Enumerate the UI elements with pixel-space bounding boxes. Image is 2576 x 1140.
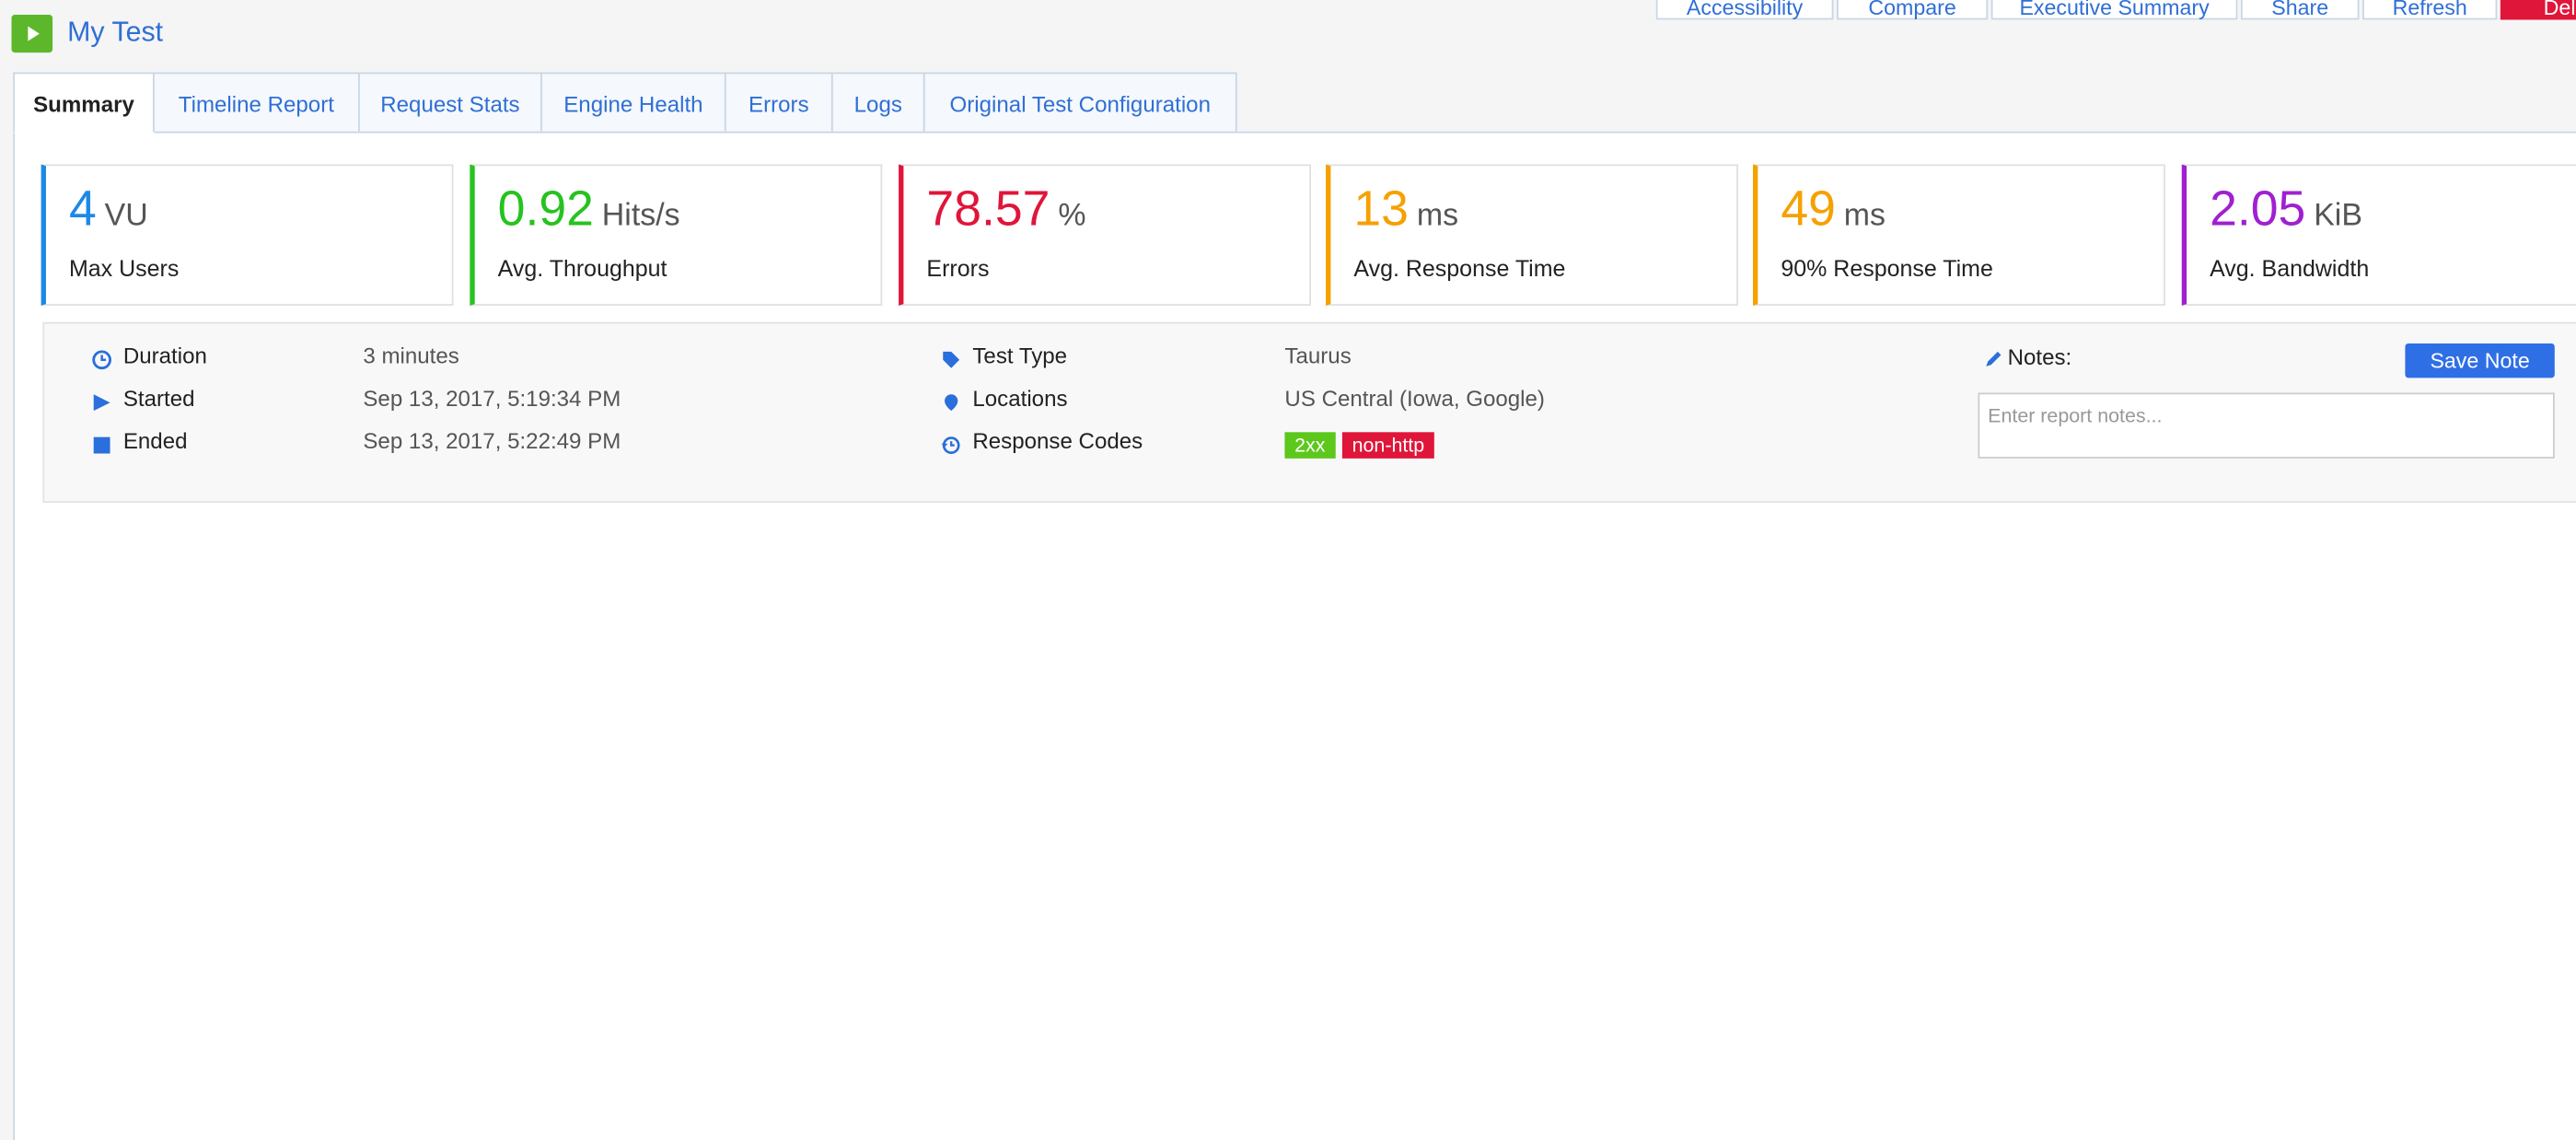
detail-value: 3 minutes — [363, 343, 459, 368]
detail-value: Taurus — [1284, 343, 1352, 368]
icon-glyph — [941, 436, 960, 454]
stat-number: 4 — [68, 182, 97, 237]
stat-unit: Hits/s — [601, 198, 680, 234]
header-button[interactable]: Compare — [1837, 0, 1989, 20]
stat-unit: % — [1058, 198, 1086, 234]
header-button[interactable]: Share — [2240, 0, 2360, 20]
detail-icon — [941, 434, 960, 454]
stat-number: 0.92 — [497, 182, 594, 237]
icon-glyph — [92, 350, 111, 370]
icon-glyph — [93, 394, 110, 412]
tab[interactable]: Logs — [830, 72, 925, 134]
save-note-button[interactable]: Save Note — [2405, 343, 2555, 378]
stat-card: 4 VU Max Users — [41, 164, 454, 306]
stat-value: 0.92 Hits/s — [498, 182, 680, 238]
detail-label: Locations — [972, 386, 1068, 412]
icon-glyph — [943, 351, 960, 368]
play-icon — [11, 15, 53, 53]
notes-input[interactable]: Enter report notes... — [1978, 392, 2555, 459]
icon-glyph — [945, 394, 958, 412]
detail-label: Started — [122, 386, 195, 412]
detail-label: Duration — [122, 343, 207, 368]
stat-unit: ms — [1843, 198, 1886, 234]
header-button[interactable]: Executive Summary — [1990, 0, 2238, 20]
stat-unit: KiB — [2314, 198, 2362, 234]
stat-number: 13 — [1353, 182, 1409, 237]
stat-card: 49 ms 90% Response Time — [1752, 164, 2165, 306]
detail-icon — [941, 348, 960, 368]
stat-label: 90% Response Time — [1781, 254, 1993, 282]
header-button[interactable]: Delete — [2500, 0, 2576, 20]
stat-label: Avg. Throughput — [497, 254, 667, 282]
stat-card: 2.05 KiB Avg. Bandwidth — [2181, 164, 2576, 306]
stat-value: 13 ms — [1353, 182, 1458, 238]
stat-label: Max Users — [68, 254, 180, 282]
stat-number: 78.57 — [926, 182, 1050, 237]
stat-value: 4 VU — [69, 182, 148, 238]
detail-value: Sep 13, 2017, 5:22:49 PM — [363, 428, 621, 454]
detail-label: Response Codes — [972, 428, 1143, 454]
stat-unit: ms — [1416, 198, 1459, 234]
detail-icon — [92, 348, 111, 370]
tab[interactable]: Timeline Report — [152, 72, 360, 134]
header-button[interactable]: Accessibility — [1655, 0, 1834, 20]
stat-number: 49 — [1781, 182, 1836, 237]
detail-label: Test Type — [972, 343, 1068, 368]
detail-icon — [92, 434, 111, 454]
response-code-badge: non-http — [1341, 432, 1434, 459]
test-title: My Test — [67, 16, 164, 48]
tab[interactable]: Summary — [13, 72, 155, 134]
tab[interactable]: Errors — [724, 72, 833, 134]
tab[interactable]: Engine Health — [540, 72, 726, 134]
detail-value: US Central (Iowa, Google) — [1284, 386, 1545, 412]
stat-label: Errors — [926, 254, 990, 282]
play-glyph — [28, 26, 40, 41]
detail-value: Sep 13, 2017, 5:19:34 PM — [363, 386, 621, 412]
icon-glyph — [1986, 351, 2002, 366]
tab[interactable]: Original Test Configuration — [922, 72, 1237, 134]
stat-card: 13 ms Avg. Response Time — [1326, 164, 1738, 306]
stat-value: 78.57% — [926, 182, 1085, 238]
stat-value: 2.05 KiB — [2210, 182, 2362, 238]
stat-number: 2.05 — [2210, 182, 2306, 237]
stat-label: Avg. Bandwidth — [2210, 254, 2370, 282]
icon-glyph — [93, 436, 110, 454]
header-button[interactable]: Refresh — [2362, 0, 2498, 20]
response-code-badge: 2xx — [1284, 432, 1336, 459]
detail-label: Ended — [122, 428, 188, 454]
stat-unit: VU — [104, 198, 148, 234]
stat-card: 78.57% Errors — [899, 164, 1311, 306]
stat-value: 49 ms — [1781, 182, 1886, 238]
pencil-icon — [1983, 348, 2002, 367]
notes-label: Notes: — [2007, 344, 2072, 370]
details-panel — [42, 321, 2576, 504]
tab[interactable]: Request Stats — [358, 72, 542, 134]
detail-icon — [941, 391, 960, 412]
detail-icon — [92, 391, 111, 412]
stat-label: Avg. Response Time — [1353, 254, 1566, 282]
stat-card: 0.92 Hits/s Avg. Throughput — [470, 164, 883, 306]
